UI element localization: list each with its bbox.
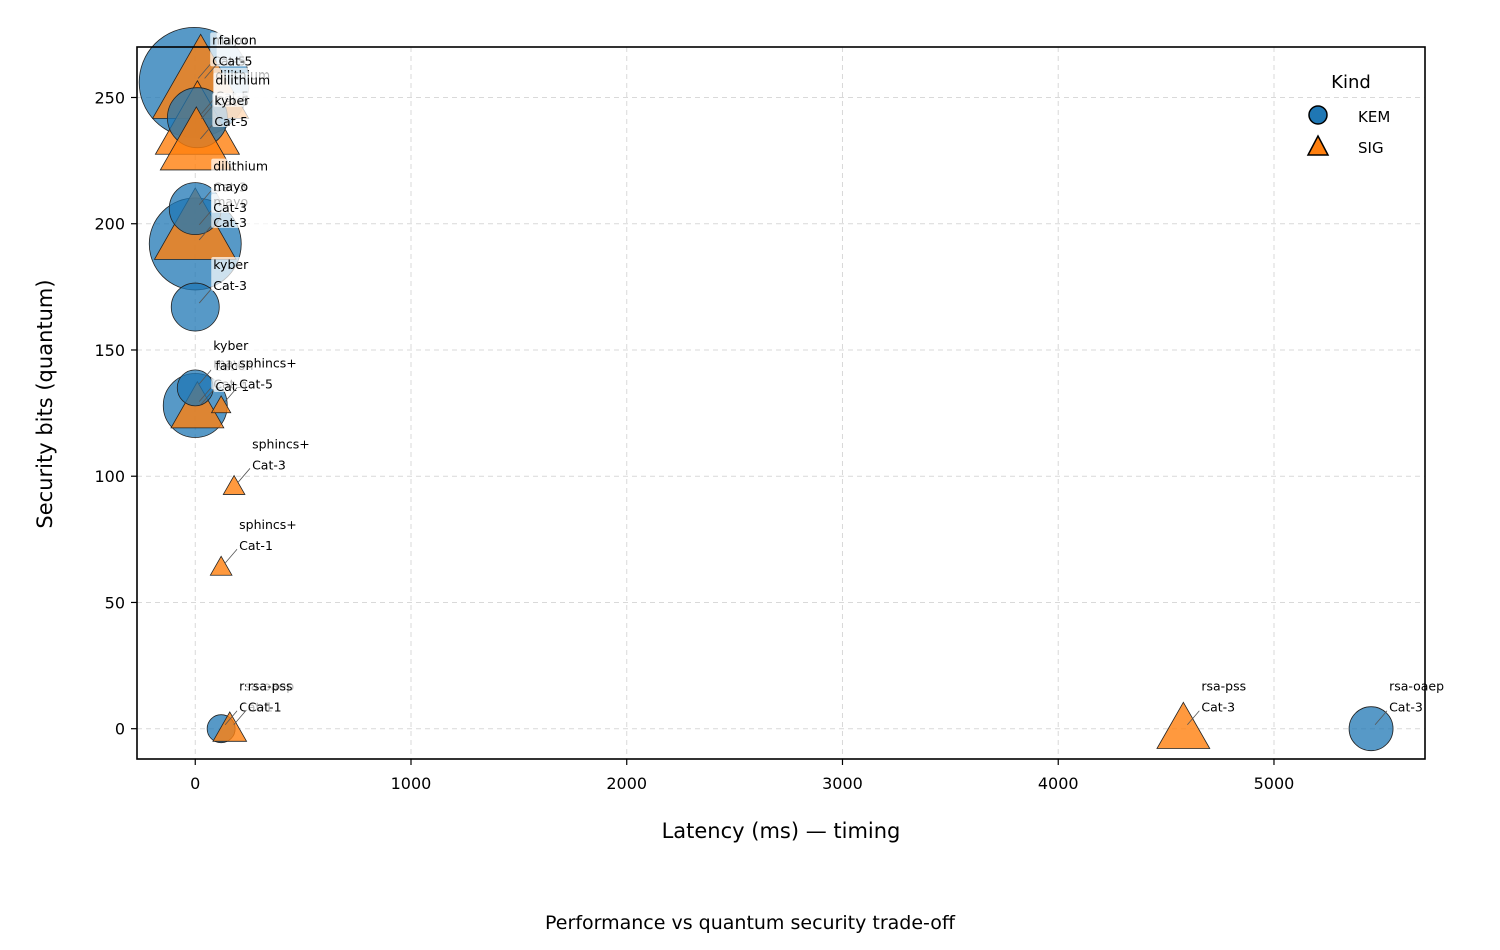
label-background bbox=[212, 92, 275, 127]
sig-point bbox=[209, 555, 233, 576]
label-leader bbox=[201, 104, 214, 120]
point-label-alg: kyber bbox=[214, 93, 250, 108]
point-label-alg: mayo bbox=[213, 179, 248, 194]
label-leader bbox=[224, 710, 238, 725]
label-background bbox=[211, 178, 274, 213]
label-leader bbox=[1187, 710, 1200, 725]
point-label-cat: Cat-3 bbox=[1201, 700, 1235, 715]
point-label-cat: Cat-1 bbox=[239, 538, 273, 553]
y-tick-label: 50 bbox=[105, 593, 125, 612]
point-label-cat: Cat-3 bbox=[213, 278, 247, 293]
point-label-alg: kyber bbox=[213, 257, 249, 272]
label-background bbox=[1387, 678, 1450, 713]
label-leader bbox=[198, 369, 212, 385]
x-tick-label: 4000 bbox=[1038, 774, 1079, 793]
label-leader bbox=[198, 387, 212, 402]
label-leader bbox=[1374, 710, 1388, 725]
kem-point bbox=[1348, 706, 1394, 752]
sig-point bbox=[159, 106, 234, 171]
label-leader bbox=[198, 288, 212, 304]
y-tick-label: 0 bbox=[115, 720, 125, 739]
point-label-cat: Cat-1 bbox=[248, 700, 282, 715]
point-label-cat: Cat-3 bbox=[213, 215, 247, 230]
x-tick-label: 2000 bbox=[606, 774, 647, 793]
sig-point bbox=[222, 474, 246, 495]
label-leader bbox=[201, 99, 214, 114]
legend-sig-icon bbox=[1306, 134, 1330, 156]
sig-point bbox=[212, 711, 248, 742]
point-label-alg: sphincs+ bbox=[239, 356, 297, 371]
point-label-cat: Cat-3 bbox=[213, 200, 247, 215]
x-tick-label: 0 bbox=[190, 774, 200, 793]
point-label-alg: rsa-pss bbox=[1201, 679, 1246, 694]
x-tick-label: 5000 bbox=[1254, 774, 1295, 793]
legend-kem-icon bbox=[1308, 105, 1328, 125]
kem-point bbox=[176, 369, 214, 407]
point-label-alg: rsa-pss bbox=[248, 679, 293, 694]
label-background bbox=[237, 355, 300, 390]
point-label-cat: Cat-5 bbox=[214, 114, 248, 129]
y-tick-label: 150 bbox=[94, 341, 125, 360]
label-leader bbox=[224, 387, 238, 402]
label-background bbox=[245, 678, 308, 713]
point-label-alg: dilithium bbox=[213, 159, 268, 174]
x-tick-label: 1000 bbox=[391, 774, 432, 793]
legend-title: Kind bbox=[1331, 72, 1371, 93]
label-background bbox=[216, 32, 279, 67]
scatter-chart: mayo Cat-5 dilithium Cat-5 falcon Cat-5 dilith… bbox=[33, 26, 1450, 843]
y-tick-label: 200 bbox=[94, 215, 125, 234]
label-leader bbox=[197, 64, 211, 79]
figure-caption: Performance vs quantum security trade-of… bbox=[545, 912, 955, 934]
y-tick-label: 250 bbox=[94, 88, 125, 107]
legend: Kind KEM SIG bbox=[1306, 72, 1390, 157]
kem-point bbox=[170, 282, 220, 332]
sig-point bbox=[210, 395, 232, 414]
point-label-alg: kyber bbox=[213, 338, 249, 353]
label-background bbox=[250, 436, 313, 471]
y-axis-title: Security bits (quantum) bbox=[33, 279, 57, 528]
point-label-cat: Cat-3 bbox=[1389, 700, 1423, 715]
label-leader bbox=[198, 210, 212, 226]
label-leader bbox=[201, 389, 214, 405]
label-leader bbox=[198, 190, 212, 205]
x-tick-label: 3000 bbox=[822, 774, 863, 793]
label-leader bbox=[233, 710, 247, 725]
point-label-cat: Cat-5 bbox=[239, 377, 273, 392]
grid-lines bbox=[137, 47, 1425, 759]
label-background bbox=[1199, 678, 1262, 713]
label-background bbox=[211, 257, 274, 292]
x-axis-title: Latency (ms) — timing bbox=[662, 819, 901, 843]
data-points bbox=[138, 26, 1394, 752]
point-label-alg: dilithium bbox=[215, 73, 270, 88]
legend-label: SIG bbox=[1358, 139, 1384, 157]
point-label-alg: falcon bbox=[219, 32, 257, 47]
point-labels: mayo Cat-5 dilithium Cat-5 falcon Cat-5 dilith… bbox=[197, 32, 1450, 725]
y-tick-label: 100 bbox=[94, 467, 125, 486]
point-label-alg: sphincs+ bbox=[239, 517, 297, 532]
point-label-cat: Cat-3 bbox=[252, 457, 286, 472]
label-background bbox=[237, 517, 300, 552]
label-leader bbox=[237, 468, 251, 483]
plot-frame bbox=[136, 46, 1426, 760]
sig-point bbox=[1156, 701, 1211, 749]
point-label-cat: Cat-5 bbox=[219, 53, 253, 68]
label-leader bbox=[198, 225, 212, 241]
label-leader bbox=[224, 548, 238, 564]
label-leader bbox=[200, 124, 213, 140]
axis-ticks: 0 1000 2000 3000 4000 5000 0 50 100 150 200 250 bbox=[94, 88, 1294, 793]
point-label-alg: sphincs+ bbox=[252, 436, 310, 451]
legend-label: KEM bbox=[1358, 108, 1390, 126]
label-leader bbox=[204, 64, 217, 79]
point-label-alg: rsa-oaep bbox=[1389, 679, 1444, 694]
